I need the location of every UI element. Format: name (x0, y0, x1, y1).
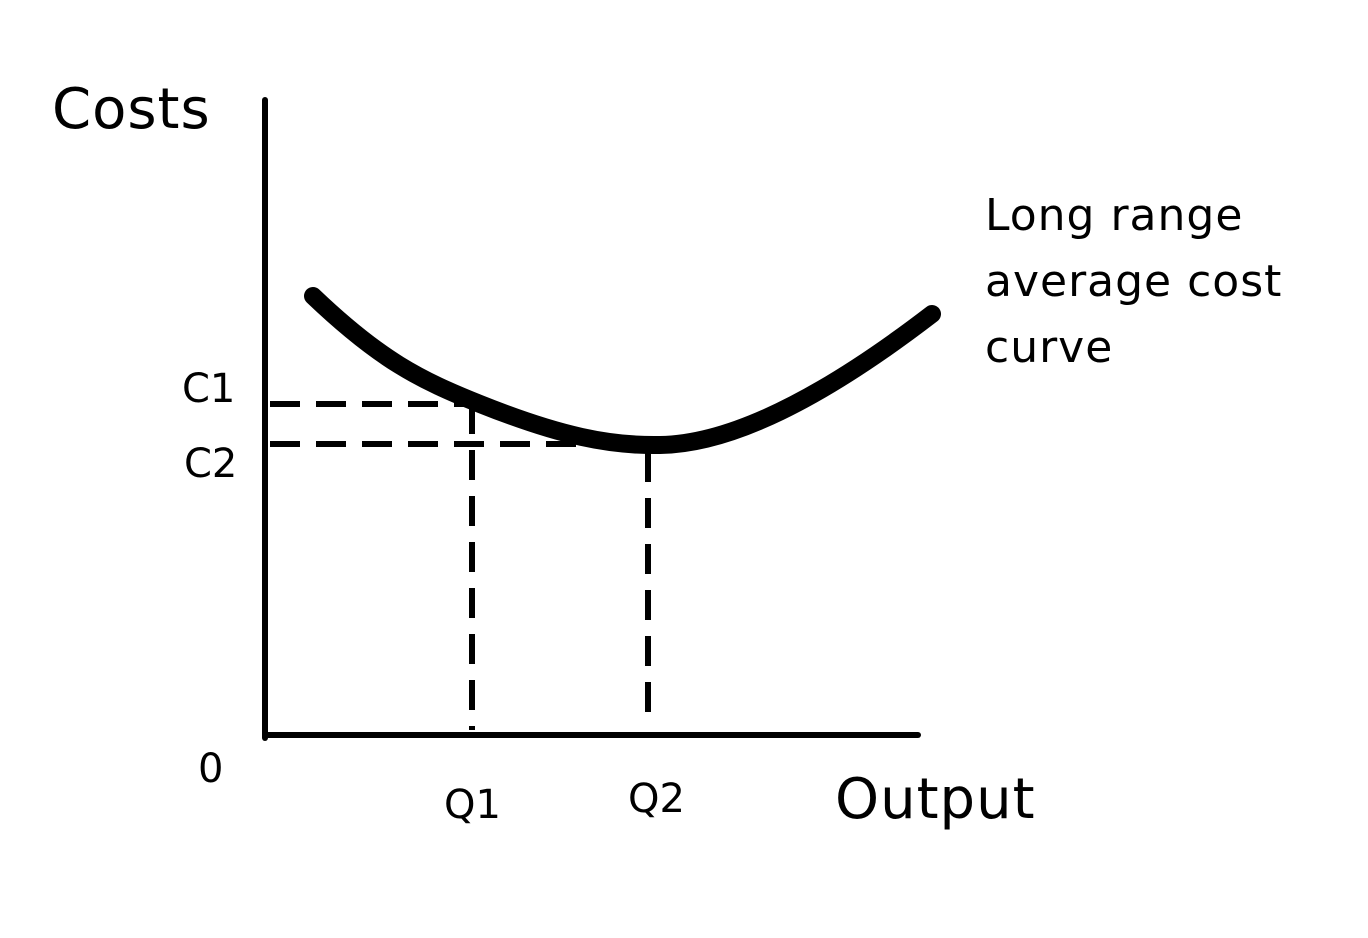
q1-label: Q1 (444, 782, 501, 828)
x-axis-label: Output (835, 767, 1036, 832)
q2-label: Q2 (628, 776, 685, 822)
curve-label-line-1: Long range (985, 190, 1243, 241)
lrac-curve (304, 287, 941, 455)
curve-label-line-2: average cost (985, 256, 1282, 307)
y-axis-label: Costs (52, 77, 211, 142)
origin-label: 0 (198, 746, 223, 792)
c1-label: C1 (182, 366, 235, 412)
curve-label-line-3: curve (985, 322, 1113, 373)
c2-label: C2 (184, 441, 237, 487)
